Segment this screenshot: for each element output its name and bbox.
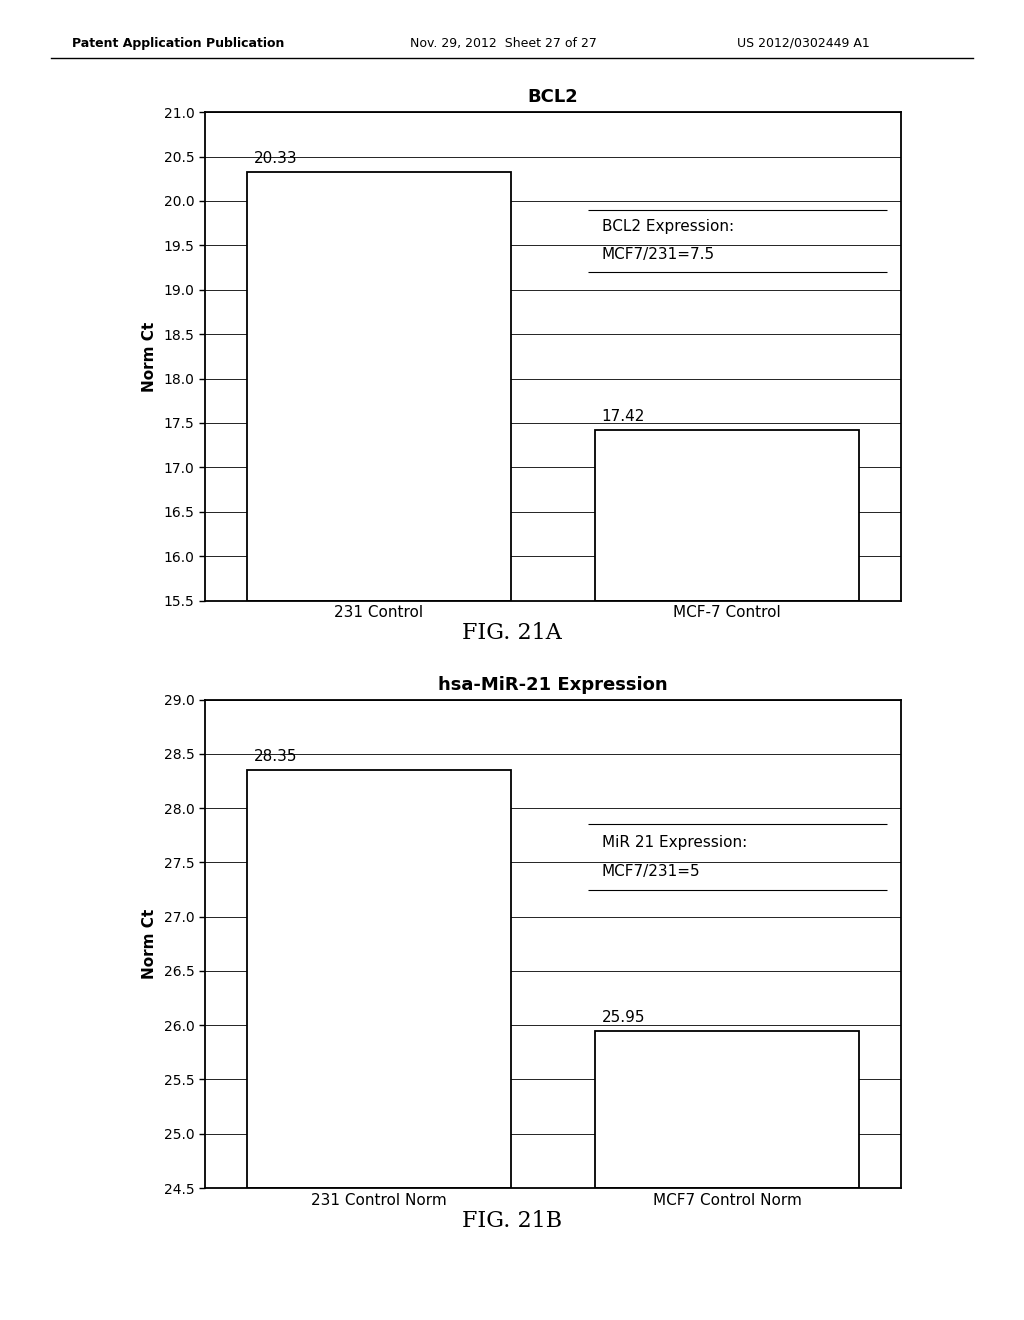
Text: MiR 21 Expression:: MiR 21 Expression: (602, 834, 746, 850)
Text: Nov. 29, 2012  Sheet 27 of 27: Nov. 29, 2012 Sheet 27 of 27 (410, 37, 596, 50)
Bar (595, 1031, 859, 1188)
Text: BCL2 Expression:: BCL2 Expression: (602, 219, 734, 235)
Text: 17.42: 17.42 (602, 409, 645, 424)
Bar (247, 770, 511, 1188)
Y-axis label: Norm Ct: Norm Ct (141, 908, 157, 979)
Text: 25.95: 25.95 (602, 1010, 645, 1024)
Text: FIG. 21A: FIG. 21A (462, 622, 562, 644)
Text: Patent Application Publication: Patent Application Publication (72, 37, 284, 50)
Y-axis label: Norm Ct: Norm Ct (141, 321, 157, 392)
Text: 20.33: 20.33 (254, 150, 297, 166)
Text: MCF7/231=7.5: MCF7/231=7.5 (602, 247, 715, 263)
Bar (595, 430, 859, 601)
Title: BCL2: BCL2 (527, 88, 579, 107)
Bar (247, 172, 511, 601)
Text: 28.35: 28.35 (254, 750, 297, 764)
Title: hsa-MiR-21 Expression: hsa-MiR-21 Expression (438, 676, 668, 694)
Text: MCF7/231=5: MCF7/231=5 (602, 865, 700, 879)
Text: FIG. 21B: FIG. 21B (462, 1209, 562, 1232)
Text: US 2012/0302449 A1: US 2012/0302449 A1 (737, 37, 870, 50)
